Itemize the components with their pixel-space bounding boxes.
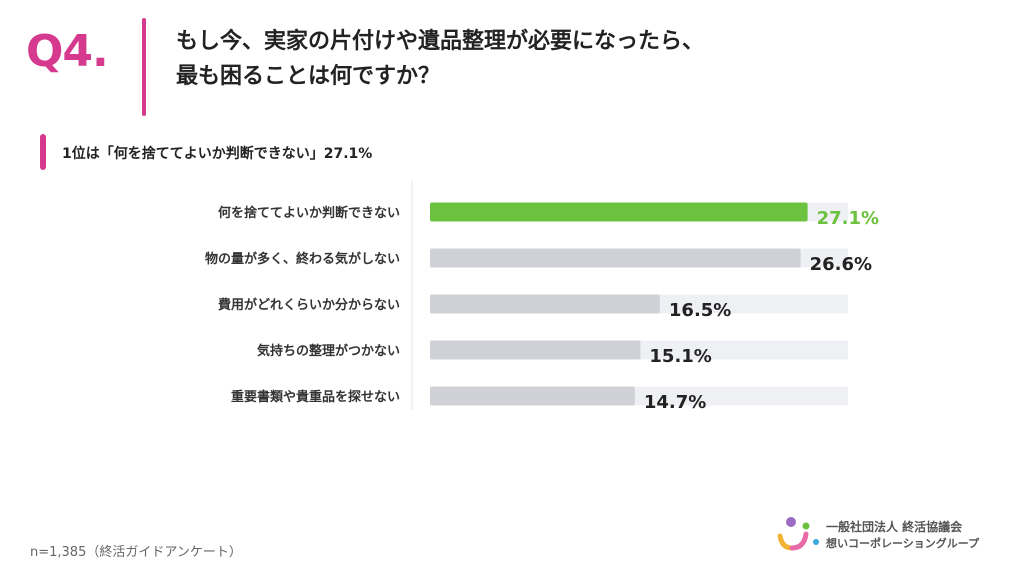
category-label: 物の量が多く、終わる気がしない: [205, 251, 400, 267]
logo-mark-icon: [777, 517, 819, 551]
bar: [430, 340, 641, 360]
category-label: 気持ちの整理がつかない: [257, 343, 400, 359]
bar: [430, 386, 635, 406]
bar: [430, 248, 801, 268]
organization-name: 一般社団法人 終活協議会: [826, 520, 963, 534]
category-label: 何を捨ててよいか判断できない: [218, 205, 400, 221]
category-label: 重要書類や貴重品を探せない: [231, 389, 400, 405]
question-line-2: 最も困ることは何ですか？: [176, 64, 441, 89]
question-line-1: もし今、実家の片付けや遺品整理が必要になったら、: [176, 29, 705, 54]
value-label: 16.5%: [669, 300, 731, 321]
value-label: 27.1%: [817, 208, 879, 229]
value-label: 26.6%: [810, 254, 872, 275]
subheading: 1位は「何を捨ててよいか判断できない」27.1%: [62, 146, 373, 162]
sample-size-note: n=1,385（終活ガイドアンケート）: [30, 545, 242, 560]
bar: [430, 294, 660, 314]
category-label: 費用がどれくらいか分からない: [218, 297, 400, 313]
question-number: Q4.: [26, 26, 109, 77]
organization-group: 想いコーポレーショングループ: [826, 537, 980, 550]
title-divider: [142, 18, 146, 116]
subheading-accent: [40, 134, 46, 170]
question-title: もし今、実家の片付けや遺品整理が必要になったら、 最も困ることは何ですか？: [176, 24, 704, 94]
value-label: 15.1%: [649, 346, 711, 367]
bar: [430, 202, 808, 222]
value-label: 14.7%: [644, 392, 706, 413]
organization-logo: 一般社団法人 終活協議会 想いコーポレーショングループ: [776, 514, 986, 558]
